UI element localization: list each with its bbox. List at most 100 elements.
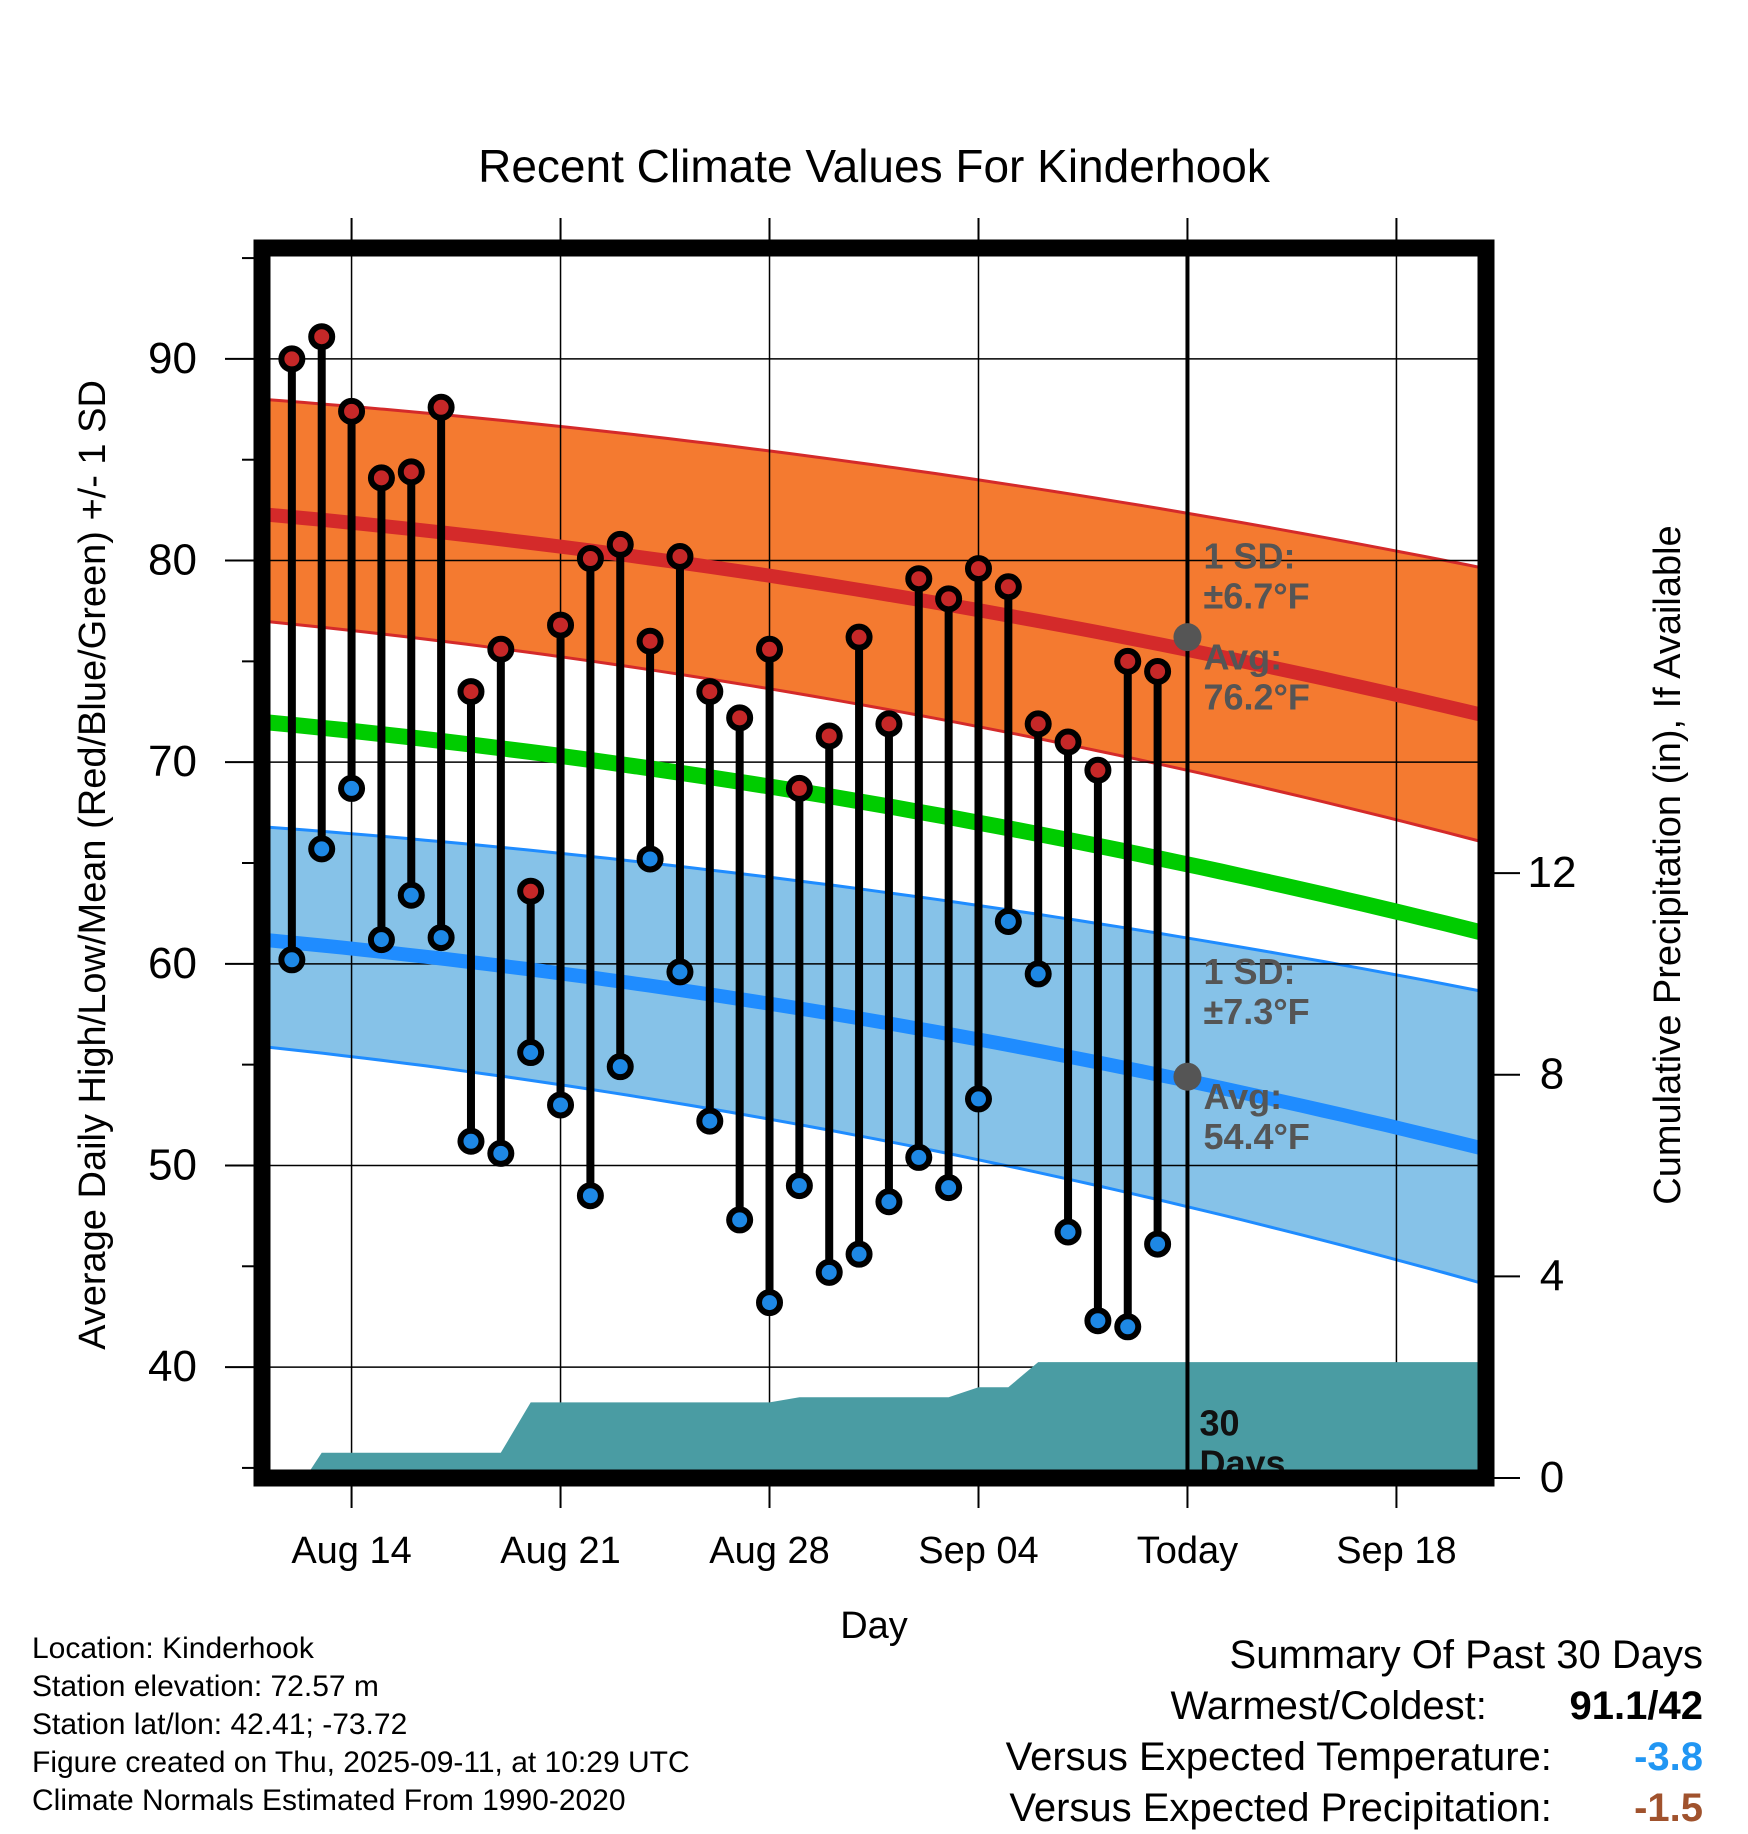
daily-high-point bbox=[696, 678, 724, 706]
daily-high-point bbox=[636, 627, 664, 655]
daily-low-point bbox=[785, 1172, 813, 1200]
daily-low-point bbox=[905, 1143, 933, 1171]
high-sd-band bbox=[262, 399, 1486, 843]
daily-high-point bbox=[1024, 710, 1052, 738]
daily-high-point bbox=[994, 573, 1022, 601]
daily-high-point bbox=[935, 585, 963, 613]
daily-high-point bbox=[397, 458, 425, 486]
low-sd-band bbox=[262, 826, 1486, 1285]
summary-title: Summary Of Past 30 Days bbox=[1229, 1633, 1703, 1677]
summary-precip-row: Versus Expected Precipitation: -1.5 bbox=[1006, 1783, 1703, 1834]
daily-high-point bbox=[726, 704, 754, 732]
daily-high-point bbox=[338, 397, 366, 425]
daily-high-point bbox=[487, 635, 515, 663]
daily-high-point bbox=[1114, 647, 1142, 675]
x-tick-label: Aug 21 bbox=[500, 1530, 620, 1572]
warmest-value: 91.1/42 bbox=[1569, 1684, 1703, 1728]
y-right-tick-label: 8 bbox=[1540, 1050, 1564, 1099]
daily-low-point bbox=[367, 926, 395, 954]
daily-low-point bbox=[576, 1182, 604, 1210]
y-right-tick-label: 0 bbox=[1540, 1453, 1564, 1502]
y-left-tick-label: 70 bbox=[148, 737, 197, 786]
low-sd-annotation: 1 SD: ±7.3°F bbox=[1203, 951, 1309, 1032]
low-sd-band-upper-edge bbox=[262, 825, 1486, 994]
x-tick-label: Sep 18 bbox=[1336, 1530, 1456, 1572]
daily-low-point bbox=[606, 1053, 634, 1081]
chart-title: Recent Climate Values For Kinderhook bbox=[478, 140, 1271, 192]
daily-high-point bbox=[1144, 657, 1172, 685]
daily-high-point bbox=[845, 623, 873, 651]
y-left-tick-label: 60 bbox=[148, 939, 197, 988]
temp-vs-expected-label: Versus Expected Temperature: bbox=[1005, 1735, 1552, 1779]
daily-high-point bbox=[606, 530, 634, 558]
daily-high-point bbox=[1084, 756, 1112, 784]
daily-low-point bbox=[397, 881, 425, 909]
low-sd-band-lower-edge bbox=[262, 1045, 1486, 1286]
normals-text: Climate Normals Estimated From 1990-2020 bbox=[32, 1784, 626, 1817]
daily-low-point bbox=[994, 907, 1022, 935]
today-low-avg-marker bbox=[1173, 1062, 1202, 1091]
daily-high-point bbox=[547, 611, 575, 639]
daily-low-point bbox=[636, 845, 664, 873]
high-sd-band-lower-edge bbox=[262, 619, 1486, 845]
precip-vs-expected-value: -1.5 bbox=[1634, 1786, 1703, 1830]
high-avg-annotation: Avg: 76.2°F bbox=[1203, 636, 1309, 717]
daily-low-point bbox=[1054, 1218, 1082, 1246]
summary-panel: Summary Of Past 30 Days Warmest/Coldest:… bbox=[1006, 1630, 1703, 1834]
summary-warmest-row: Warmest/Coldest: 91.1/42 bbox=[1006, 1681, 1704, 1732]
daily-low-point bbox=[338, 774, 366, 802]
daily-high-point bbox=[278, 345, 306, 373]
latlon-text: Station lat/lon: 42.41; -73.72 bbox=[32, 1708, 408, 1741]
y-left-tick-label: 90 bbox=[148, 334, 197, 383]
x-axis-label: Day bbox=[840, 1605, 908, 1647]
daily-low-point bbox=[1144, 1230, 1172, 1258]
daily-low-point bbox=[487, 1139, 515, 1167]
daily-high-point bbox=[815, 722, 843, 750]
today-high-avg-marker bbox=[1173, 623, 1202, 652]
temp-vs-expected-value: -3.8 bbox=[1634, 1735, 1703, 1779]
daily-low-point bbox=[278, 946, 306, 974]
y-right-tick-label: 12 bbox=[1528, 848, 1577, 897]
daily-high-point bbox=[785, 774, 813, 802]
normal-mean-line bbox=[262, 713, 1486, 942]
x-tick-label: Sep 04 bbox=[918, 1530, 1038, 1572]
x-tick-label: Aug 28 bbox=[709, 1530, 829, 1572]
daily-high-point bbox=[576, 545, 604, 573]
daily-high-point bbox=[517, 877, 545, 905]
high-sd-band-upper-edge bbox=[262, 397, 1486, 571]
daily-high-point bbox=[308, 323, 336, 351]
daily-low-point bbox=[517, 1039, 545, 1067]
y-right-tick-label: 4 bbox=[1540, 1251, 1564, 1300]
y-axis-left-label: Average Daily High/Low/Mean (Red/Blue/Gr… bbox=[72, 380, 114, 1350]
daily-low-point bbox=[1114, 1313, 1142, 1341]
high-sd-annotation: 1 SD: ±6.7°F bbox=[1203, 536, 1309, 617]
daily-low-point bbox=[427, 924, 455, 952]
warmest-label: Warmest/Coldest: bbox=[1170, 1684, 1487, 1728]
low-avg-annotation: Avg: 54.4°F bbox=[1203, 1076, 1309, 1157]
y-left-tick-label: 50 bbox=[148, 1140, 197, 1189]
y-left-tick-label: 80 bbox=[148, 536, 197, 585]
daily-low-point bbox=[696, 1107, 724, 1135]
daily-low-point bbox=[1084, 1307, 1112, 1335]
daily-low-point bbox=[726, 1206, 754, 1234]
summary-temp-row: Versus Expected Temperature: -3.8 bbox=[1006, 1732, 1703, 1783]
daily-low-point bbox=[935, 1174, 963, 1202]
daily-low-point bbox=[815, 1258, 843, 1286]
daily-low-point bbox=[457, 1127, 485, 1155]
daily-high-point bbox=[905, 565, 933, 593]
daily-high-point bbox=[964, 555, 992, 583]
daily-low-point bbox=[547, 1091, 575, 1119]
y-axis-right-label: Cumulative Precipitation (in), If Availa… bbox=[1647, 525, 1689, 1204]
daily-high-point bbox=[367, 464, 395, 492]
daily-high-point bbox=[875, 710, 903, 738]
daily-low-point bbox=[666, 958, 694, 986]
created-text: Figure created on Thu, 2025-09-11, at 10… bbox=[32, 1746, 690, 1779]
daily-low-point bbox=[875, 1188, 903, 1216]
daily-low-point bbox=[756, 1289, 784, 1317]
daily-low-point bbox=[1024, 960, 1052, 988]
normal-low-line bbox=[262, 932, 1486, 1157]
daily-low-point bbox=[308, 835, 336, 863]
x-tick-label: Today bbox=[1137, 1530, 1238, 1572]
y-left-tick-label: 40 bbox=[148, 1342, 197, 1391]
